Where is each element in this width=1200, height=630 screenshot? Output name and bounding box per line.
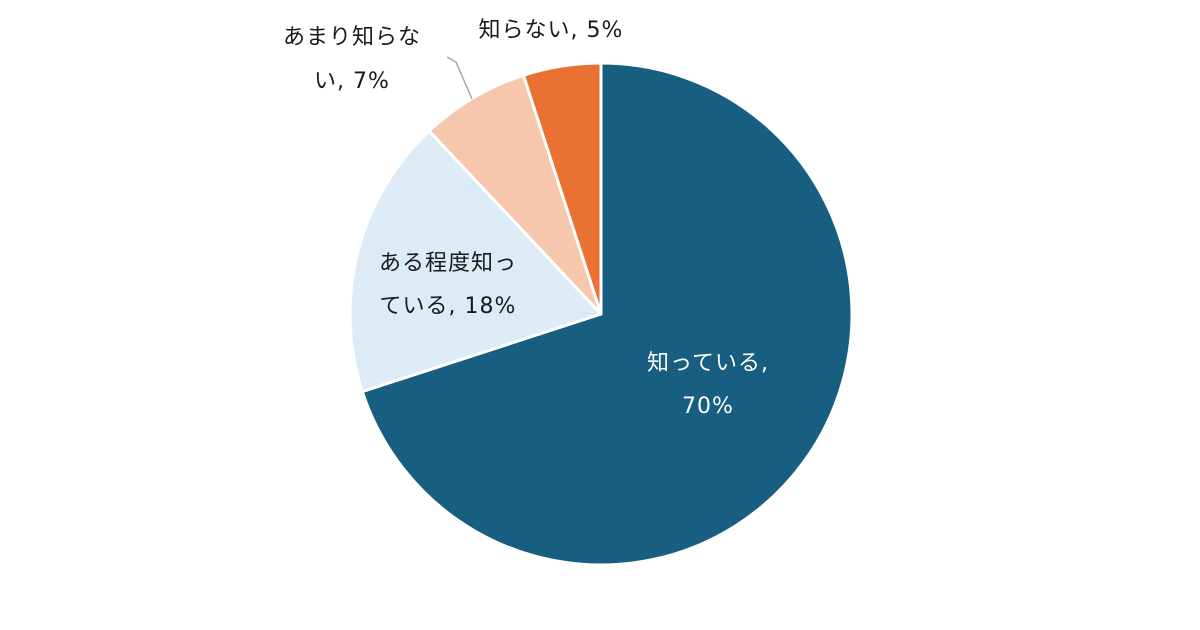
slice-label-line: 知らない, 5% bbox=[479, 18, 624, 43]
pie-slice bbox=[521, 61, 603, 316]
slice-label-line: あまり知らな bbox=[283, 25, 421, 50]
leader-line bbox=[446, 56, 473, 100]
pie-slice bbox=[348, 129, 603, 394]
slice-label-line: 知っている, bbox=[647, 351, 769, 376]
slice-label: あまり知らない, 7% bbox=[283, 25, 421, 94]
leader-lines bbox=[446, 56, 473, 100]
pie-slice bbox=[360, 61, 854, 567]
slice-label: 知っている, 70% bbox=[647, 351, 769, 419]
pie-slice bbox=[427, 73, 603, 316]
slice-label-line: い, 7% bbox=[314, 69, 390, 94]
slice-label: 知らない, 5% bbox=[479, 18, 624, 43]
slice-label-line: ある程度知っ bbox=[379, 251, 517, 276]
slice-labels: 知っている, 70% ある程度知っている, 18% あまり知らない, 7% 知らない, … bbox=[283, 18, 769, 419]
slice-label-line: 70% bbox=[682, 394, 734, 419]
slice-label-line: ている, 18% bbox=[380, 294, 517, 319]
pie-slices bbox=[348, 61, 854, 567]
slice-label: ある程度知っている, 18% bbox=[379, 251, 517, 319]
